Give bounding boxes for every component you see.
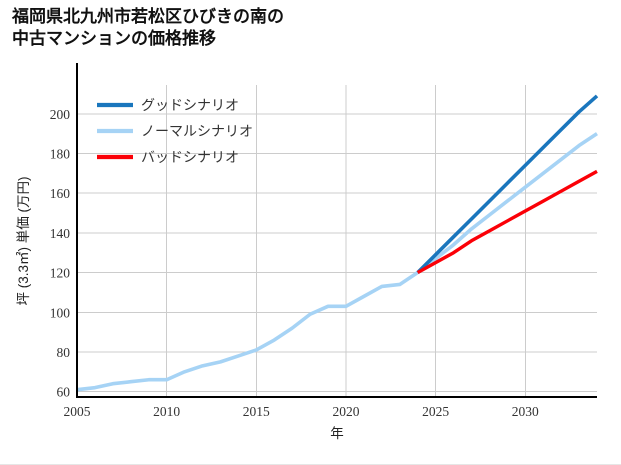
x-tick-label: 2005 bbox=[64, 404, 91, 419]
y-tick-label: 120 bbox=[50, 266, 71, 281]
y-axis-tick-labels: 60 80 100 120 140 160 180 200 bbox=[50, 107, 71, 400]
y-tick-label: 160 bbox=[50, 186, 71, 201]
series-lines bbox=[76, 94, 599, 392]
x-tick-label: 2020 bbox=[332, 404, 359, 419]
gridlines bbox=[76, 85, 597, 397]
y-tick-label: 60 bbox=[57, 385, 71, 400]
series-line-ノーマルシナリオ bbox=[76, 132, 598, 392]
legend-label-normal: ノーマルシナリオ bbox=[141, 125, 253, 140]
legend-label-good: グッドシナリオ bbox=[141, 98, 239, 114]
y-tick-label: 180 bbox=[50, 146, 71, 161]
x-tick-label: 2010 bbox=[153, 404, 180, 419]
x-tick-label: 2015 bbox=[243, 404, 270, 419]
axis-lines bbox=[75, 63, 597, 399]
x-tick-label: 2030 bbox=[512, 404, 539, 419]
page-title: 福岡県北九州市若松区ひびきの南の 中古マンションの価格推移 bbox=[12, 7, 284, 49]
x-axis-tick-labels: 2005 2010 2015 2020 2025 2030 bbox=[64, 404, 540, 419]
y-axis-label: 坪 (3.3㎡) 単価 (万円) bbox=[16, 176, 31, 305]
y-tick-label: 140 bbox=[50, 226, 71, 241]
legend-label-bad: バッドシナリオ bbox=[141, 151, 239, 166]
y-tick-label: 80 bbox=[57, 345, 71, 360]
series-line-グッドシナリオ bbox=[416, 94, 599, 274]
series-line-バッドシナリオ bbox=[416, 169, 598, 275]
y-tick-label: 100 bbox=[50, 305, 71, 320]
x-tick-label: 2025 bbox=[422, 404, 449, 419]
x-axis-label: 年 bbox=[330, 426, 344, 441]
y-tick-label: 200 bbox=[50, 107, 71, 122]
